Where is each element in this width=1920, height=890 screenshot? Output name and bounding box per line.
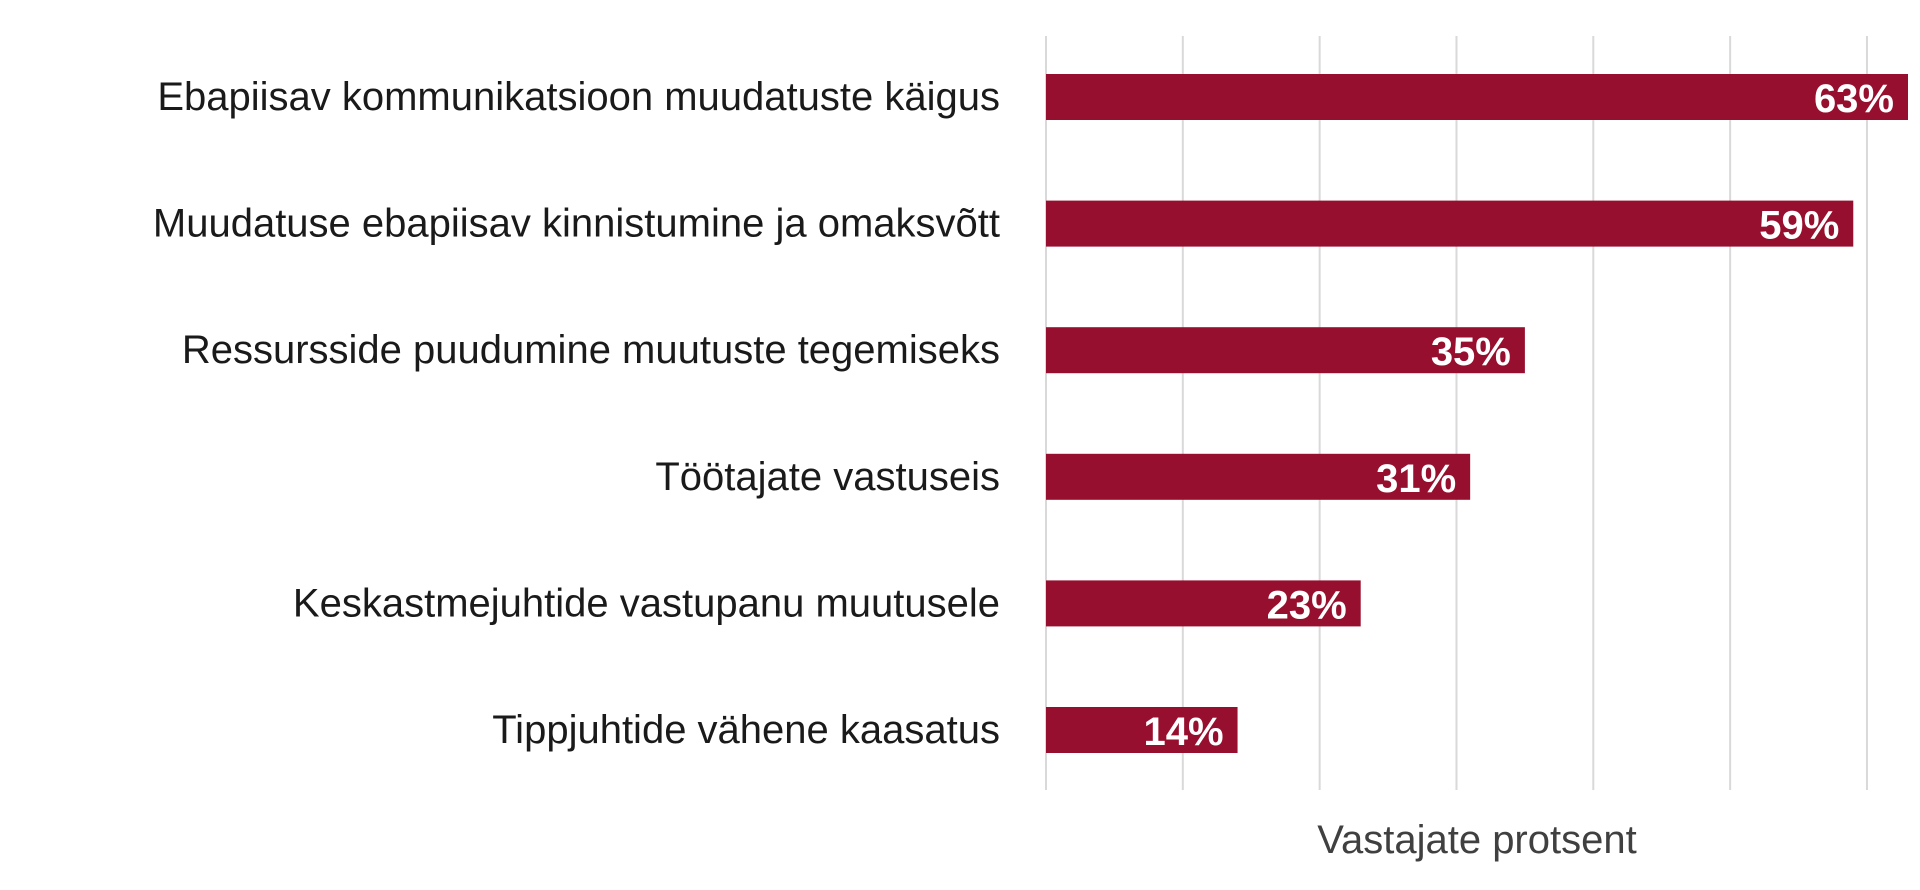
bar: [1046, 453, 1471, 500]
x-axis-title: Vastajate protsent: [1317, 818, 1636, 862]
bars: [1046, 74, 1908, 753]
bar: [1046, 200, 1854, 247]
category-labels: Ebapiisav kommunikatsioon muudatuste käi…: [153, 75, 1000, 752]
data-label: 63%: [1814, 77, 1894, 121]
data-label: 31%: [1376, 457, 1456, 501]
category-label: Töötajate vastuseis: [655, 455, 1000, 499]
bar: [1046, 707, 1238, 753]
bar: [1046, 74, 1908, 120]
data-labels: 63% 59% 35% 31% 23% 14%: [1143, 77, 1894, 754]
data-label: 35%: [1431, 330, 1511, 374]
data-label: 23%: [1267, 583, 1347, 627]
data-label: 14%: [1143, 710, 1223, 754]
category-label: Keskastmejuhtide vastupanu muutusele: [293, 581, 1000, 625]
category-label: Ressursside puudumine muutuste tegemisek…: [182, 328, 1000, 372]
data-label: 59%: [1759, 204, 1839, 248]
category-label: Ebapiisav kommunikatsioon muudatuste käi…: [157, 75, 1000, 119]
bar: [1046, 327, 1525, 374]
bar: [1046, 580, 1361, 627]
gridlines: [1045, 36, 1868, 790]
category-label: Tippjuhtide vähene kaasatus: [492, 708, 1000, 752]
category-label: Muudatuse ebapiisav kinnistumine ja omak…: [153, 202, 1000, 246]
